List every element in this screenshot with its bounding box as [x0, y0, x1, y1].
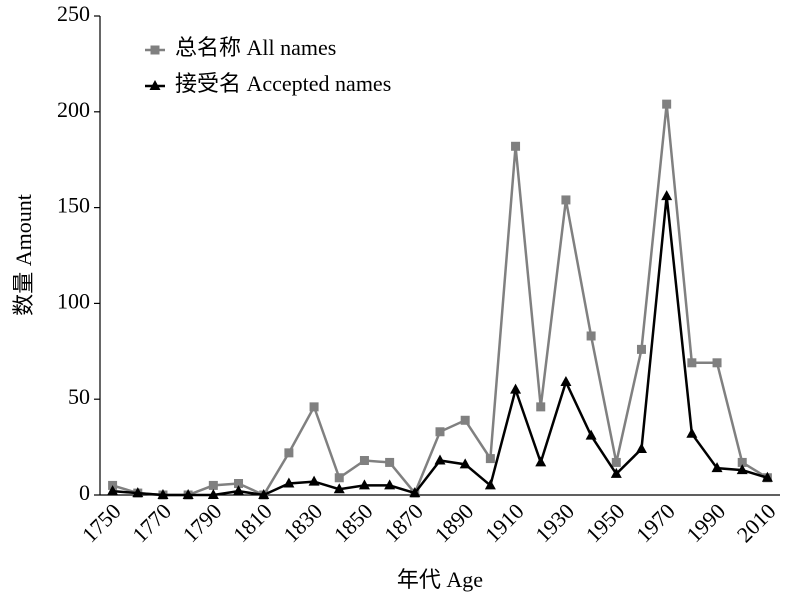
- marker: [636, 344, 646, 354]
- marker: [233, 485, 245, 496]
- marker: [662, 99, 672, 109]
- marker: [687, 358, 697, 368]
- marker: [333, 483, 345, 494]
- marker: [107, 485, 119, 496]
- marker: [560, 375, 572, 386]
- x-tick-label: 1830: [278, 498, 327, 547]
- marker: [511, 141, 521, 151]
- marker: [157, 489, 169, 499]
- marker: [635, 443, 647, 454]
- x-tick-label: 1810: [228, 498, 277, 547]
- marker: [586, 331, 596, 341]
- marker: [711, 462, 723, 473]
- y-tick-label: 150: [57, 193, 90, 218]
- marker: [435, 427, 445, 437]
- y-tick-label: 50: [68, 384, 90, 409]
- marker: [610, 467, 622, 478]
- marker: [536, 402, 546, 412]
- marker: [132, 487, 144, 498]
- legend-label: 接受名 Accepted names: [175, 71, 391, 96]
- marker: [485, 454, 495, 464]
- marker: [309, 402, 319, 412]
- marker: [283, 477, 295, 488]
- marker: [334, 473, 344, 483]
- marker: [460, 415, 470, 425]
- marker: [207, 489, 219, 499]
- marker: [535, 456, 547, 467]
- x-tick-label: 1970: [631, 498, 680, 547]
- marker: [459, 458, 471, 469]
- y-tick-label: 0: [79, 480, 90, 505]
- y-tick-label: 200: [57, 97, 90, 122]
- marker: [358, 479, 370, 490]
- legend-label: 总名称 All names: [175, 35, 336, 60]
- marker: [561, 195, 571, 205]
- x-tick-label: 1990: [681, 498, 730, 547]
- series-line: [112, 104, 769, 497]
- marker: [686, 427, 698, 438]
- x-axis-title: 年代 Age: [397, 567, 483, 592]
- marker: [359, 456, 369, 466]
- x-tick-label: 1790: [178, 498, 227, 547]
- legend-marker: [149, 80, 161, 90]
- x-tick-label: 1890: [429, 498, 478, 547]
- series-line: [112, 195, 768, 497]
- x-tick-label: 1950: [581, 498, 630, 547]
- x-tick-label: 1930: [530, 498, 579, 547]
- legend-marker: [150, 45, 160, 55]
- marker: [712, 358, 722, 368]
- x-tick-label: 1750: [77, 498, 126, 547]
- y-axis-title: 数量 Amount: [11, 194, 36, 316]
- marker: [308, 475, 320, 486]
- marker: [661, 190, 673, 201]
- marker: [737, 457, 747, 467]
- marker: [182, 489, 194, 499]
- x-tick-label: 1870: [379, 498, 428, 547]
- marker: [409, 487, 421, 498]
- x-tick-label: 1770: [127, 498, 176, 547]
- marker: [385, 457, 395, 467]
- marker: [234, 479, 244, 489]
- marker: [585, 429, 597, 440]
- marker: [384, 479, 396, 490]
- marker: [761, 471, 773, 482]
- x-tick-label: 1850: [329, 498, 378, 547]
- marker: [611, 457, 621, 467]
- marker: [208, 480, 218, 490]
- marker: [434, 454, 446, 465]
- x-tick-label: 2010: [732, 498, 781, 547]
- marker: [258, 489, 270, 499]
- marker: [510, 383, 522, 394]
- y-tick-label: 100: [57, 288, 90, 313]
- marker: [736, 464, 748, 475]
- marker: [284, 448, 294, 458]
- y-tick-label: 250: [57, 1, 90, 26]
- marker: [484, 479, 496, 490]
- x-tick-label: 1910: [480, 498, 529, 547]
